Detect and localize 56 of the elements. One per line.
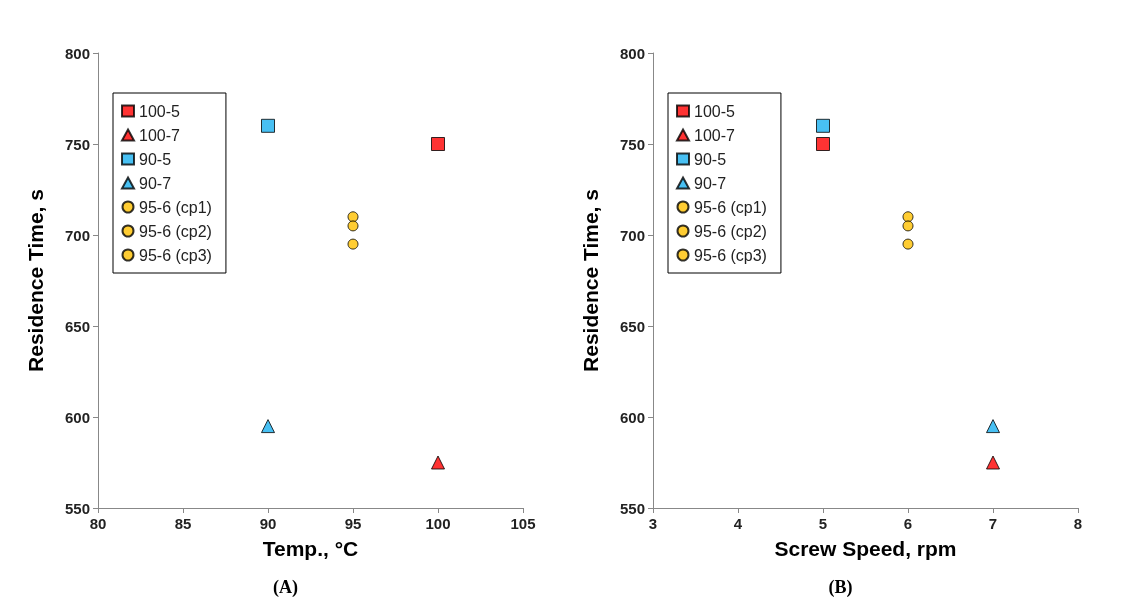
legend-label: 100-7: [139, 126, 181, 144]
y-tick-label: 550: [619, 499, 645, 517]
legend-label: 95-6 (cp2): [694, 222, 767, 240]
y-tick-label: 600: [619, 408, 645, 426]
y-axis-title: Residence Time, s: [579, 189, 602, 372]
legend-label: 90-5: [694, 150, 727, 168]
x-tick-label: 8: [1073, 515, 1083, 532]
x-tick-label: 6: [903, 515, 913, 532]
x-tick-label: 7: [988, 515, 998, 532]
x-tick-label: 80: [89, 515, 107, 532]
point: [816, 118, 830, 133]
y-tick-label: 800: [619, 44, 645, 62]
text: (B): [828, 577, 853, 598]
y-tick-label: 600: [64, 408, 90, 426]
x-tick-label: 4: [733, 515, 743, 532]
y-tick-label: 650: [64, 317, 90, 335]
x-axis-title: Screw Speed, rpm: [774, 537, 957, 560]
legend-label: 100-5: [139, 102, 181, 120]
point: [431, 455, 445, 470]
legend-label: 95-6 (cp2): [139, 222, 212, 240]
point: [986, 455, 1000, 470]
x-tick-label: 5: [818, 515, 828, 532]
legend-label: 95-6 (cp1): [694, 198, 767, 216]
legend-label: 90-7: [139, 174, 172, 192]
x-tick-label: 95: [344, 515, 362, 532]
legend-label: 95-6 (cp3): [139, 246, 212, 264]
legend-label: 95-6 (cp1): [139, 198, 212, 216]
y-axis-title: Residence Time, s: [24, 189, 47, 372]
legend-label: 95-6 (cp3): [694, 246, 767, 264]
y-tick-label: 700: [64, 226, 90, 244]
y-tick-label: 650: [619, 317, 645, 335]
y-tick-label: 700: [619, 226, 645, 244]
legend-label: 90-5: [139, 150, 172, 168]
point: [986, 419, 1000, 434]
point: [347, 220, 359, 232]
legend-label: 90-7: [694, 174, 727, 192]
point: [902, 238, 914, 250]
x-tick-label: 3: [648, 515, 658, 532]
point: [816, 137, 830, 151]
legend-label: 100-7: [694, 126, 736, 144]
point: [902, 220, 914, 232]
x-tick-label: 85: [174, 515, 192, 532]
x-axis-title: Temp., °C: [262, 537, 359, 560]
text: (A): [273, 577, 299, 598]
point: [261, 419, 275, 434]
x-tick-label: 105: [510, 515, 536, 532]
y-tick-label: 750: [619, 135, 645, 153]
y-tick-label: 800: [64, 44, 90, 62]
y-tick-label: 750: [64, 135, 90, 153]
y-tick-label: 550: [64, 499, 90, 517]
legend-label: 100-5: [694, 102, 736, 120]
x-tick-label: 100: [425, 515, 451, 532]
point: [347, 238, 359, 250]
point: [261, 118, 275, 133]
point: [431, 137, 445, 151]
x-tick-label: 90: [259, 515, 277, 532]
